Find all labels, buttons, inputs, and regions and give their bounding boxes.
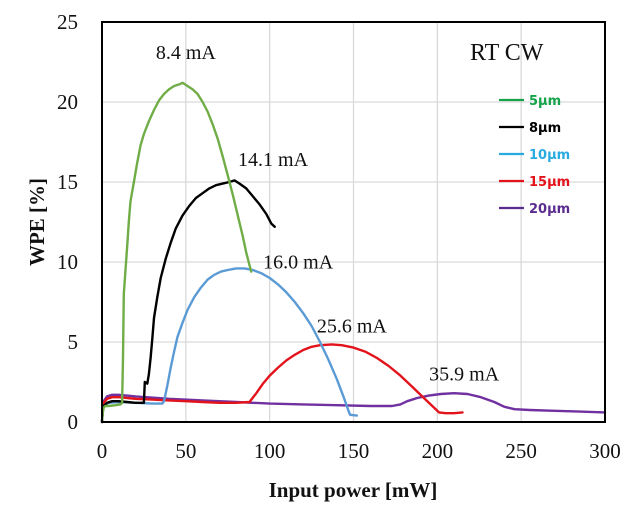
x-tick-label: 150: [338, 439, 370, 463]
current-annotation: 14.1 mA: [238, 149, 309, 171]
series-line-10um: [100, 267, 359, 424]
x-tick-label: 200: [422, 439, 454, 463]
y-tick-label: 15: [57, 170, 78, 194]
y-tick-label: 10: [57, 250, 78, 274]
x-axis-ticks: 0 50 100 150 200 250 300: [97, 439, 621, 463]
condition-label: RT CW: [470, 40, 544, 66]
y-axis-ticks: 0 5 10 15 20 25: [57, 10, 78, 434]
legend-item: 10µm: [499, 148, 570, 163]
grid: [102, 22, 605, 422]
legend-label: 20µm: [529, 202, 570, 217]
legend-item: 5µm: [499, 94, 561, 109]
x-tick-label: 300: [589, 439, 621, 463]
series-line-15um: [100, 343, 464, 424]
y-axis-title: WPE [%]: [25, 178, 49, 266]
legend-label: 5µm: [529, 94, 561, 109]
annotations: 8.4 mA 14.1 mA 16.0 mA 25.6 mA 35.9 mA: [156, 42, 500, 386]
x-tick-label: 250: [505, 439, 537, 463]
series-line-8um: [100, 179, 276, 424]
legend-label: 15µm: [529, 175, 570, 190]
legend-item: 8µm: [499, 121, 561, 136]
current-annotation: 25.6 mA: [317, 315, 388, 337]
y-tick-label: 0: [68, 410, 79, 434]
x-tick-label: 0: [97, 439, 108, 463]
current-annotation: 35.9 mA: [429, 363, 500, 385]
legend-label: 10µm: [529, 148, 570, 163]
series-line-20um: [100, 392, 607, 424]
y-tick-label: 5: [68, 330, 79, 354]
plot-frame: [101, 21, 606, 423]
series-line-5um: [100, 81, 253, 424]
current-annotation: 16.0 mA: [263, 251, 334, 273]
y-tick-label: 20: [57, 90, 78, 114]
y-tick-label: 25: [57, 10, 78, 34]
x-axis-title: Input power [mW]: [269, 478, 438, 502]
x-tick-label: 100: [254, 439, 286, 463]
legend-label: 8µm: [529, 121, 561, 136]
series-group: [100, 81, 607, 424]
x-tick-label: 50: [175, 439, 196, 463]
current-annotation: 8.4 mA: [156, 42, 217, 64]
legend-item: 20µm: [499, 202, 570, 217]
legend: 5µm 8µm 10µm 15µm 20µm: [499, 94, 570, 217]
legend-item: 15µm: [499, 175, 570, 190]
